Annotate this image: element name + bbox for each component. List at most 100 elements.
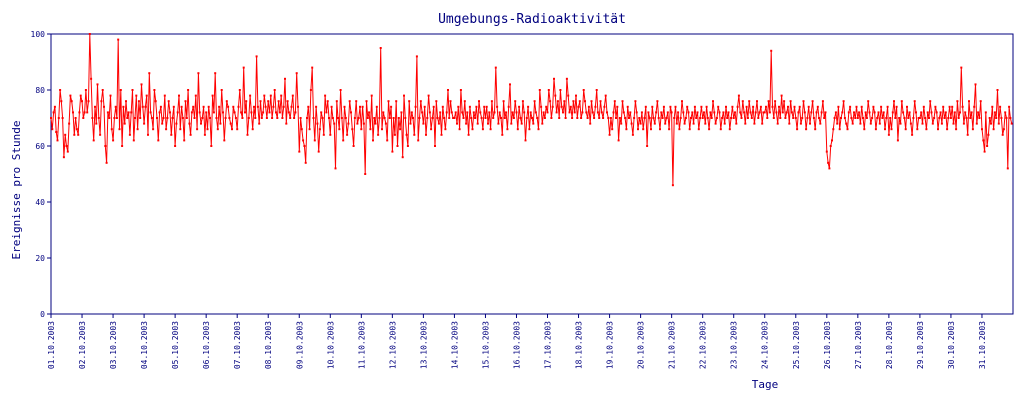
data-point: [812, 117, 815, 119]
x-tick-label: 06.10.2003: [202, 321, 211, 369]
data-point: [982, 139, 985, 142]
data-point: [238, 89, 241, 91]
data-point: [362, 122, 365, 125]
data-point: [917, 117, 920, 119]
data-point: [337, 117, 339, 119]
data-point: [524, 139, 527, 142]
data-point: [463, 100, 466, 103]
data-point: [885, 117, 888, 119]
data-point: [79, 94, 82, 97]
data-point: [727, 111, 730, 114]
data-point: [180, 105, 183, 108]
data-point: [481, 128, 484, 131]
data-point: [86, 111, 89, 114]
data-point: [492, 117, 495, 119]
data-point: [903, 117, 906, 119]
data-point: [824, 111, 827, 114]
data-point: [324, 94, 327, 97]
data-point: [556, 100, 559, 103]
data-point: [200, 122, 202, 125]
data-point: [534, 111, 537, 114]
data-point: [603, 105, 606, 108]
data-point: [558, 117, 561, 119]
data-point: [748, 100, 751, 103]
data-point: [714, 122, 717, 125]
data-point: [525, 117, 528, 119]
data-point: [622, 111, 625, 114]
data-point: [554, 94, 557, 97]
data-point: [246, 133, 249, 136]
series-line: [50, 33, 1013, 186]
data-point: [675, 122, 678, 125]
data-point: [369, 128, 372, 131]
data-point: [401, 156, 404, 159]
data-point: [187, 89, 190, 91]
data-point: [899, 122, 902, 125]
data-point: [770, 49, 773, 52]
data-point: [732, 117, 735, 119]
data-point: [220, 89, 223, 91]
data-point: [375, 105, 378, 108]
data-point: [287, 111, 290, 114]
data-point: [660, 111, 663, 114]
data-point: [1008, 105, 1011, 108]
x-tick-label: 11.10.2003: [357, 321, 366, 369]
data-point: [545, 105, 548, 108]
data-point: [853, 111, 855, 114]
y-tick-label: 20: [35, 254, 45, 263]
y-tick-label: 40: [35, 198, 45, 207]
data-point: [214, 72, 217, 75]
data-point: [253, 105, 255, 108]
data-point: [869, 122, 872, 125]
data-point: [620, 122, 623, 125]
data-point: [643, 117, 646, 119]
data-point: [144, 105, 147, 108]
data-point: [77, 133, 80, 136]
data-point: [474, 117, 477, 119]
data-point: [293, 117, 296, 119]
data-point: [987, 133, 990, 136]
data-point: [993, 111, 996, 114]
data-point: [506, 128, 509, 131]
data-point: [130, 111, 133, 114]
data-point: [198, 111, 201, 114]
data-point: [540, 105, 543, 108]
data-point: [593, 117, 596, 119]
data-point: [393, 133, 396, 136]
data-point: [920, 111, 923, 114]
data-point: [858, 111, 861, 114]
data-point: [428, 111, 431, 114]
data-point: [602, 117, 605, 119]
data-point: [671, 184, 674, 187]
data-point: [348, 100, 351, 103]
data-point: [516, 128, 519, 131]
data-point: [754, 111, 757, 114]
data-point: [618, 117, 621, 119]
data-point: [215, 117, 218, 119]
data-point: [97, 117, 100, 119]
data-point: [957, 117, 960, 119]
data-point: [1005, 117, 1008, 119]
data-point: [110, 128, 113, 131]
data-point: [436, 117, 439, 119]
data-point: [815, 111, 818, 114]
data-point: [392, 117, 395, 119]
data-point: [183, 139, 186, 142]
x-tick-label: 01.10.2003: [47, 321, 56, 369]
data-point: [912, 117, 915, 119]
data-point: [531, 117, 533, 119]
data-point: [728, 128, 731, 131]
data-point: [983, 150, 986, 153]
data-point: [298, 150, 301, 153]
data-point: [533, 100, 536, 103]
x-tick-label: 20.10.2003: [637, 321, 646, 369]
data-point: [272, 105, 275, 108]
data-point: [880, 105, 883, 108]
data-point: [971, 128, 974, 131]
data-point: [550, 117, 553, 119]
data-point: [171, 117, 174, 119]
data-point: [650, 128, 652, 131]
data-point: [282, 105, 285, 108]
data-point: [659, 128, 661, 131]
data-point: [480, 117, 483, 119]
